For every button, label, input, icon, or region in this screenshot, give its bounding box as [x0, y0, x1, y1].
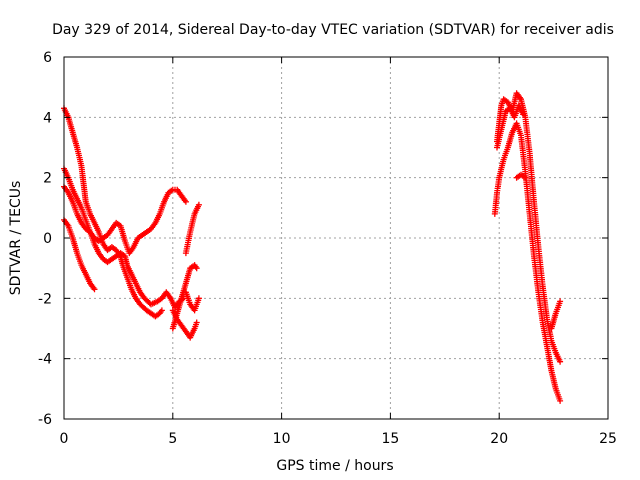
y-tick-label: 4 — [43, 110, 52, 126]
y-tick-label: -4 — [38, 352, 52, 368]
series-track-i — [491, 120, 564, 404]
x-tick-label: 10 — [273, 431, 291, 447]
axis-ticks: 0 5 10 15 20 25 -6 -4 -2 0 2 4 6 — [38, 50, 617, 447]
x-tick-label: 20 — [490, 431, 508, 447]
y-axis-label: SDTVAR / TECUs — [8, 181, 24, 296]
series-points — [513, 171, 529, 181]
y-tick-label: 0 — [43, 231, 52, 247]
series-points — [182, 289, 202, 314]
series-points — [491, 120, 564, 404]
series-track-l — [513, 171, 529, 181]
x-tick-label: 15 — [381, 431, 399, 447]
y-tick-label: 6 — [43, 50, 52, 66]
y-tick-label: -2 — [38, 291, 52, 307]
series-track-g — [182, 289, 202, 314]
x-tick-label: 0 — [60, 431, 69, 447]
y-tick-label: -6 — [38, 412, 52, 428]
x-tick-label: 5 — [168, 431, 177, 447]
x-axis-label: GPS time / hours — [276, 458, 393, 474]
series-points — [548, 298, 564, 332]
series-points — [494, 102, 527, 151]
series-track-h — [182, 201, 202, 257]
y-tick-label: 2 — [43, 171, 52, 187]
series-points — [169, 307, 200, 341]
x-tick-label: 25 — [599, 431, 617, 447]
series-points — [182, 201, 202, 257]
series-track-m — [548, 298, 564, 332]
chart-title: Day 329 of 2014, Sidereal Day-to-day VTE… — [52, 22, 614, 38]
series-track-k — [494, 102, 527, 151]
series-track-f — [169, 307, 200, 341]
